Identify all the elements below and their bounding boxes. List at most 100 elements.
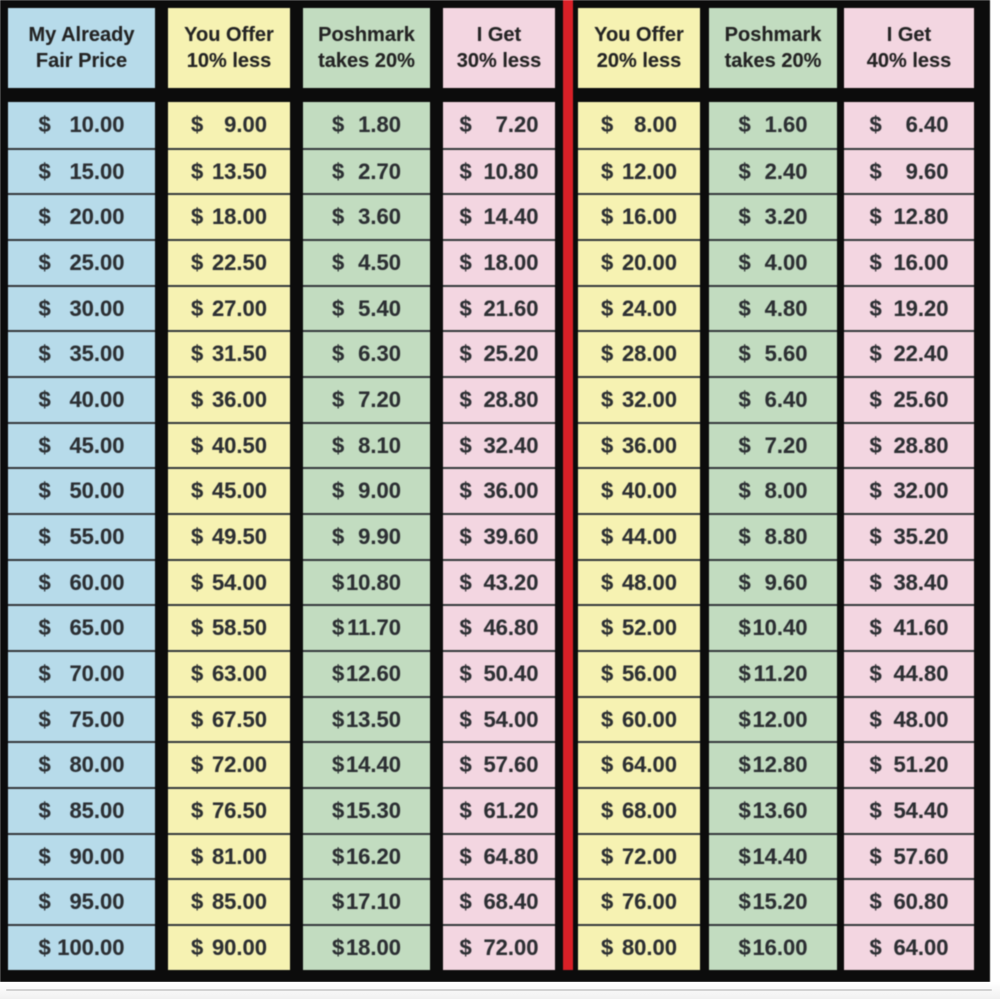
header-label-line: 40% less [866, 50, 952, 72]
currency-symbol: $ [38, 249, 51, 275]
table-cell: $12.80 [709, 741, 837, 787]
currency-symbol: $ [38, 478, 51, 504]
table-cell: $54.00 [443, 695, 555, 742]
amount: 72.00 [483, 934, 539, 960]
amount: 8.80 [764, 523, 808, 549]
amount: 80.00 [621, 934, 677, 960]
amount: 63.00 [211, 660, 267, 686]
currency-symbol: $ [459, 204, 472, 230]
amount: 60.80 [893, 889, 949, 915]
currency-symbol: $ [459, 752, 472, 778]
currency-symbol: $ [738, 843, 751, 869]
money-value: $60.80 [870, 889, 949, 915]
currency-symbol: $ [869, 706, 882, 732]
money-value: $21.60 [460, 296, 539, 322]
table-cell: $50.40 [443, 650, 555, 696]
money-value: $12.80 [870, 204, 949, 230]
table-cell: $15.30 [303, 787, 430, 833]
table-cell: $12.00 [578, 147, 700, 194]
amount: 3.20 [764, 204, 808, 230]
currency-symbol: $ [332, 889, 345, 915]
currency-symbol: $ [601, 432, 614, 458]
currency-symbol: $ [332, 843, 345, 869]
table-cell: $5.40 [303, 284, 430, 331]
amount: 3.60 [358, 204, 401, 230]
money-value: $27.00 [191, 296, 267, 322]
table-cell: $15.20 [709, 878, 837, 924]
currency-symbol: $ [38, 797, 51, 823]
amount: 25.00 [69, 249, 125, 275]
money-value: $56.00 [601, 661, 677, 687]
table-cell: $65.00 [8, 604, 155, 650]
currency-symbol: $ [869, 615, 882, 641]
amount: 44.00 [621, 523, 677, 549]
amount: 54.00 [483, 706, 539, 732]
currency-symbol: $ [459, 111, 472, 137]
header-label-line: Poshmark [724, 23, 822, 46]
amount: 12.80 [893, 204, 949, 230]
table-cell: $1.80 [303, 102, 430, 148]
table-cell: $12.00 [709, 695, 837, 742]
money-value: $2.70 [332, 159, 401, 185]
table-cell: $9.60 [844, 147, 974, 194]
money-value: $35.00 [39, 341, 125, 367]
currency-symbol: $ [738, 432, 751, 458]
currency-symbol: $ [738, 615, 751, 641]
table-cell: $25.60 [844, 376, 974, 422]
table-cell: $9.00 [168, 102, 290, 148]
table-cell: $3.20 [709, 193, 837, 239]
money-value: $10.80 [460, 159, 539, 185]
amount: 56.00 [621, 660, 677, 686]
currency-symbol: $ [738, 478, 751, 504]
currency-symbol: $ [332, 569, 345, 595]
currency-symbol: $ [332, 478, 345, 504]
currency-symbol: $ [459, 934, 472, 960]
amount: 46.80 [483, 615, 539, 641]
amount: 40.00 [621, 478, 677, 504]
table-column-offer_20_less: $8.00 $12.00 $16.00 $20.00 $24.00 $28.00 $32.0… [578, 102, 700, 970]
table-cell: $22.50 [168, 239, 290, 285]
amount: 18.00 [211, 204, 267, 230]
currency-symbol: $ [869, 478, 882, 504]
money-value: $43.20 [460, 570, 539, 596]
amount: 48.00 [893, 706, 949, 732]
amount: 25.20 [483, 341, 539, 367]
money-value: $7.20 [332, 387, 401, 413]
amount: 64.80 [483, 843, 539, 869]
currency-symbol: $ [191, 204, 204, 230]
currency-symbol: $ [38, 843, 51, 869]
amount: 8.10 [358, 432, 401, 458]
table-cell: $85.00 [168, 878, 290, 924]
money-value: $8.00 [739, 478, 808, 504]
money-value: $90.00 [191, 935, 267, 961]
header-label-line: takes 20% [318, 50, 415, 72]
amount: 41.60 [893, 615, 949, 641]
table-cell: $9.00 [303, 467, 430, 513]
money-value: $57.60 [870, 844, 949, 870]
money-value: $68.40 [460, 889, 539, 915]
table-cell: $13.50 [168, 147, 290, 194]
table-cell: $57.60 [844, 832, 974, 879]
amount: 16.00 [893, 249, 949, 275]
table-cell: $10.40 [709, 604, 837, 650]
amount: 25.60 [893, 386, 949, 412]
amount: 13.50 [211, 158, 267, 184]
amount: 9.60 [905, 158, 949, 184]
amount: 4.00 [764, 249, 808, 275]
table-cell: $14.40 [709, 832, 837, 879]
table-cell: $80.00 [578, 924, 700, 970]
currency-symbol: $ [191, 706, 204, 732]
currency-symbol: $ [738, 889, 751, 915]
money-value: $20.00 [39, 204, 125, 230]
money-value: $8.10 [332, 433, 401, 459]
amount: 80.00 [69, 752, 125, 778]
money-value: $20.00 [601, 250, 677, 276]
money-value: $32.00 [601, 387, 677, 413]
money-value: $7.20 [739, 433, 808, 459]
amount: 5.40 [358, 295, 401, 321]
header-offer_20_less: You Offer 20% less [578, 8, 700, 88]
currency-symbol: $ [459, 706, 472, 732]
table-cell: $8.10 [303, 421, 430, 468]
amount: 52.00 [621, 615, 677, 641]
currency-symbol: $ [191, 660, 204, 686]
